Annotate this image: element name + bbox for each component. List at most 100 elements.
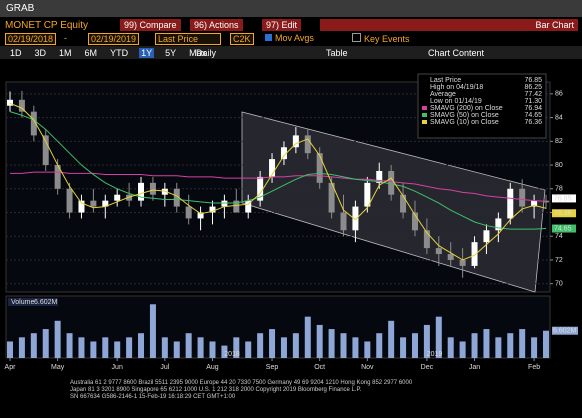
chart-content-button[interactable]: Chart Content [428,48,485,58]
candle-body [30,111,37,136]
period-button[interactable]: 1Y [139,48,155,58]
volume-bar [459,341,466,358]
volume-bar [304,316,311,358]
candle-body [90,200,97,207]
y-tick-label: 78 [555,186,563,193]
y-tick-label: 82 [555,138,563,145]
volume-bar [209,341,216,358]
candle-body [495,218,502,231]
menu-button[interactable]: 96) Actions [190,19,243,31]
candle-body [173,188,180,207]
menu-button[interactable]: 97) Edit [262,19,302,31]
volume-bar [245,341,252,358]
candle-body [185,206,192,219]
value-badge-label: 76.36 [554,210,572,217]
period-button[interactable]: YTD [110,48,129,58]
period-button[interactable]: 1D [10,48,22,58]
candle-body [7,99,13,106]
candle-body [269,159,276,177]
volume-bar [269,329,276,358]
start-date[interactable]: 02/19/2018 [5,33,57,45]
volume-bar [78,337,85,358]
volume-title-box [8,298,58,306]
legend-label: High on 04/19/18 [430,84,483,91]
candle-body [245,200,252,213]
legend-swatch [422,106,427,110]
menu-button[interactable]: 99) Compare [120,19,181,31]
x-tick-label: Dec [421,364,434,371]
period-button[interactable]: 6M [84,48,98,58]
x-tick-label: Oct [314,364,325,371]
volume-bar [161,337,168,358]
period-button[interactable]: Max [189,48,207,58]
period-button[interactable]: 5Y [165,48,177,58]
x-tick-label: Jan [469,364,480,371]
title-bar [0,0,582,17]
value-badge [552,224,576,233]
volume-title-value: 6.602M [34,299,58,306]
x-tick-label: Jul [160,364,169,371]
security[interactable]: MONET CP Equity [5,20,88,31]
footer-line: Australia 61 2 9777 8600 Brazil 5511 239… [70,380,413,386]
x-tick-label: May [51,364,65,371]
volume-bar [173,341,180,358]
volume-bar [519,329,526,358]
x-tick-label: Feb [528,364,540,371]
volume-bar [102,337,109,358]
footer-line: SN 667634 G586-2146-1 15-Feb-19 16:18:29… [70,394,236,400]
candle-body [114,194,121,201]
period-button[interactable]: 3D [34,48,47,58]
moving-average [10,171,547,202]
volume-bar [197,337,204,358]
candle-body [543,200,549,203]
x-tick-label: Aug [206,364,219,371]
volume-bar [340,333,347,358]
volume-bar [364,341,371,358]
volume-bar [280,337,287,358]
window-title: GRAB [6,3,35,14]
volume-bar [316,324,323,358]
table-button[interactable]: Table [326,48,348,58]
volume-bar [185,333,192,358]
period-buttons: 1D 3D 1M 6M YTD 1Y 5Y Max [8,48,217,58]
legend-label: Average [430,91,456,98]
volume-bar [221,345,228,358]
x-tick-label: Jun [112,364,123,371]
key-events-toggle[interactable]: Key Events [352,33,410,44]
menu-fill [320,19,578,31]
mov-avgs-toggle[interactable]: Mov Avgs [265,33,314,43]
x-tick-label: Apr [5,364,17,371]
candle-body [78,200,85,213]
period-button[interactable]: 1M [59,48,72,58]
candle-body [161,188,168,195]
y-tick-label: 74 [555,233,563,240]
year-label: 2018 [224,351,240,358]
candle-body [149,182,156,195]
frequency-select[interactable]: Daily [196,48,217,58]
currency-select[interactable]: C2K [230,33,254,45]
legend-value: 76.85 [524,77,542,84]
candle-body [197,212,204,219]
volume-bar [543,330,549,358]
checkbox[interactable] [265,34,272,41]
candle-body [316,153,323,183]
date-separator: - [64,33,67,43]
end-date[interactable]: 02/19/2019 [88,33,140,45]
y-tick-label: 80 [555,162,563,169]
candle-body [209,206,216,213]
candle-body [304,135,311,154]
field-select[interactable]: Last Price [155,33,221,45]
candle-body [280,147,287,160]
value-badge [552,194,576,203]
candle-body [471,242,478,266]
candle-body [54,165,61,189]
checkbox[interactable] [352,33,361,42]
volume-bar [531,337,538,358]
volume-bar [257,333,264,358]
candle-body [376,170,383,183]
candle-body [447,254,454,260]
volume-bar [447,337,454,358]
legend-value: 86.25 [524,84,542,91]
